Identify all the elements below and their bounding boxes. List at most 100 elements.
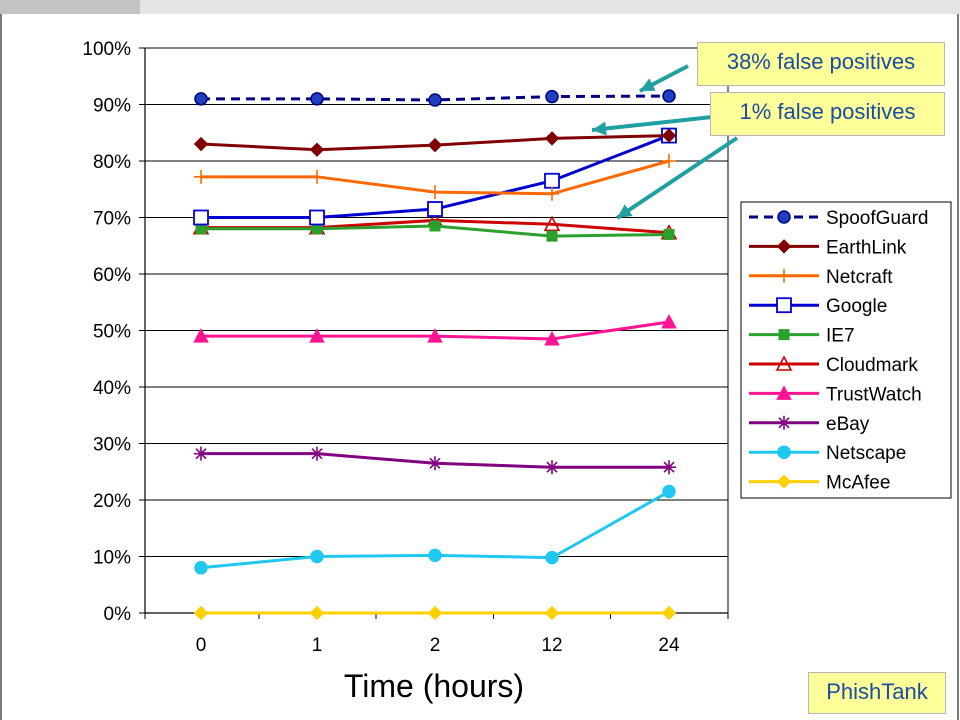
- data-point: [310, 92, 324, 106]
- legend-box: [740, 201, 952, 499]
- data-point: [776, 385, 792, 400]
- data-point: [545, 186, 559, 201]
- data-point: [193, 328, 209, 343]
- series-mcafee: [193, 605, 677, 621]
- data-point: [428, 93, 442, 107]
- data-point: [428, 548, 442, 563]
- data-point: [193, 209, 209, 226]
- data-point: [661, 128, 677, 143]
- x-tick-label: 0: [196, 635, 207, 656]
- data-point: [309, 209, 325, 226]
- data-point: [545, 460, 559, 475]
- x-tick-label: 12: [541, 635, 562, 656]
- data-point: [777, 210, 791, 224]
- legend-entry: McAfee: [749, 473, 890, 494]
- data-point: [427, 605, 443, 621]
- data-point: [776, 297, 792, 314]
- data-point: [776, 239, 792, 254]
- data-point: [310, 446, 324, 461]
- data-point: [427, 137, 443, 153]
- legend-label: SpoofGuard: [826, 208, 928, 229]
- y-tick-label: 60%: [93, 265, 131, 286]
- callout-arrow-shaft: [591, 115, 713, 132]
- series-spoofguard: [194, 89, 676, 107]
- data-point: [544, 330, 560, 346]
- data-point: [663, 228, 675, 240]
- callout-1-false-positives: 1% false positives: [710, 92, 945, 136]
- data-point: [661, 605, 677, 621]
- legend-label: McAfee: [826, 473, 890, 494]
- series-ebay: [194, 446, 676, 475]
- legend-label: eBay: [826, 414, 870, 435]
- legend-entry: Netcraft: [749, 267, 893, 288]
- callout-arrowhead: [592, 121, 607, 136]
- data-point: [775, 355, 793, 371]
- data-point: [194, 561, 208, 575]
- y-tick-label: 80%: [93, 152, 131, 173]
- title-bar-light-segment: [140, 0, 960, 14]
- title-bar-dark-segment: [0, 0, 140, 14]
- data-point: [661, 313, 677, 329]
- x-tick-label: 2: [430, 635, 441, 656]
- data-point: [428, 185, 442, 200]
- data-point: [427, 201, 443, 217]
- y-tick-label: 0%: [104, 604, 132, 625]
- data-point: [194, 169, 208, 184]
- series-netscape: [194, 484, 676, 575]
- data-point: [777, 445, 791, 459]
- y-tick-label: 70%: [93, 209, 131, 230]
- y-tick-label: 100%: [82, 39, 131, 60]
- data-point: [546, 230, 558, 242]
- callout-38-false-positives: 38% false positives: [697, 42, 945, 86]
- data-point: [309, 328, 325, 343]
- data-point: [662, 460, 676, 475]
- data-point: [776, 474, 792, 489]
- data-point: [309, 605, 325, 621]
- data-point: [544, 605, 560, 621]
- callout-arrowhead: [640, 78, 656, 91]
- data-point: [662, 154, 676, 168]
- data-point: [194, 92, 208, 106]
- data-point: [427, 328, 443, 343]
- data-point: [310, 169, 324, 184]
- series-netcraft: [194, 154, 676, 201]
- data-point: [310, 549, 324, 564]
- legend-label: Netscape: [826, 443, 906, 464]
- data-point: [545, 89, 559, 104]
- y-tick-label: 40%: [93, 378, 131, 399]
- data-point: [662, 89, 676, 103]
- grid-lines: [145, 47, 728, 613]
- data-point: [544, 131, 560, 146]
- legend-label: Google: [826, 296, 887, 317]
- callout-arrows: [591, 64, 739, 220]
- data-point: [777, 415, 791, 430]
- legend-label: Netcraft: [826, 267, 893, 288]
- series-line: [201, 94, 670, 102]
- legend-entry: Netscape: [749, 443, 906, 464]
- legend-entry: EarthLink: [749, 237, 907, 258]
- data-point: [194, 446, 208, 461]
- data-point: [429, 220, 441, 232]
- x-tick-label: 1: [312, 635, 323, 656]
- data-point: [544, 172, 560, 189]
- data-point: [428, 456, 442, 471]
- legend-entry: SpoofGuard: [749, 208, 928, 229]
- slide-frame-right: [957, 14, 959, 720]
- series-trustwatch: [193, 313, 677, 346]
- legend-entry: TrustWatch: [749, 384, 922, 405]
- x-tick-label: 24: [658, 635, 680, 656]
- slide-frame-left: [0, 14, 2, 720]
- series-ie7: [195, 220, 675, 242]
- data-point: [778, 329, 790, 341]
- axes: 0%10%20%30%40%50%60%70%80%90%100%0 1 2 12 24: [82, 39, 729, 656]
- legend-entry: Google: [749, 296, 887, 317]
- series-lines: [192, 89, 678, 621]
- data-point: [193, 605, 209, 621]
- x-axis-title: Time (hours): [344, 668, 524, 704]
- data-point: [543, 215, 561, 232]
- callout-arrow-shaft: [615, 136, 739, 220]
- data-point: [662, 484, 676, 499]
- legend-entry: IE7: [749, 326, 855, 347]
- data-point: [309, 142, 325, 157]
